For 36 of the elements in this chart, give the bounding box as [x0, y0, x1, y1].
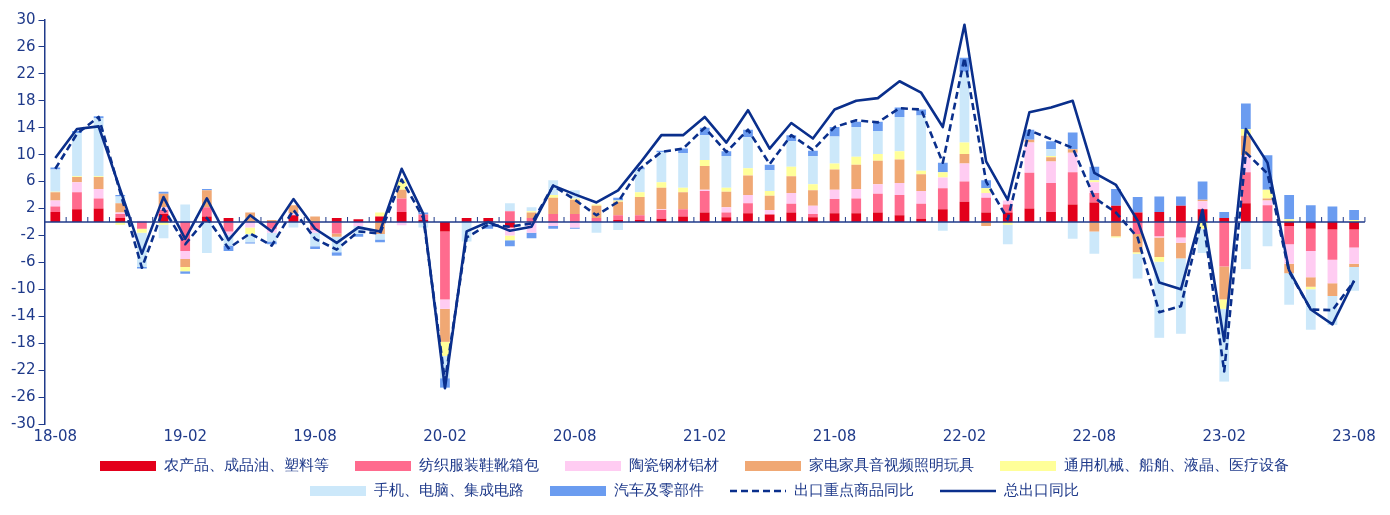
legend-label: 陶瓷钢材铝材 — [628, 456, 719, 475]
y-tick-label: -26 — [11, 386, 36, 405]
y-tick-label: -18 — [11, 333, 36, 352]
legend-label: 农产品、成品油、塑料等 — [163, 456, 329, 475]
y-tick-label: -22 — [11, 360, 36, 379]
x-tick-label: 19-02 — [163, 426, 207, 445]
legend-label: 家电家具音视频照明玩具 — [808, 456, 974, 475]
y-tick-label: -6 — [20, 252, 36, 271]
legend-label: 汽车及零部件 — [613, 481, 704, 500]
y-tick-label: 22 — [16, 63, 36, 82]
legend-label: 手机、电脑、集成电路 — [373, 481, 524, 500]
x-tick-label: 23-08 — [1332, 426, 1376, 445]
legend-label: 纺织服装鞋靴箱包 — [418, 456, 539, 475]
y-tick-label: 30 — [16, 9, 36, 28]
x-tick-label: 23-02 — [1202, 426, 1247, 445]
x-tick-label: 18-08 — [33, 426, 78, 445]
x-tick-label: 22-08 — [1072, 426, 1117, 445]
x-tick-label: 21-02 — [682, 426, 727, 445]
x-tick-label: 20-02 — [423, 426, 467, 445]
legend-label: 出口重点商品同比 — [793, 481, 914, 500]
legend-label: 通用机械、船舶、液晶、医疗设备 — [1063, 456, 1289, 475]
y-tick-label: 6 — [25, 171, 36, 190]
x-tick-label: 22-02 — [942, 426, 987, 445]
y-tick-label: -10 — [11, 279, 36, 298]
y-tick-label: 14 — [16, 117, 36, 136]
x-tick-label: 21-08 — [812, 426, 857, 445]
y-tick-label: 18 — [16, 90, 36, 109]
y-tick-label: 26 — [16, 36, 36, 55]
y-tick-label: 2 — [25, 198, 36, 217]
x-tick-label: 20-08 — [553, 426, 597, 445]
legend-label: 总出口同比 — [1003, 481, 1079, 500]
y-tick-label: -14 — [11, 306, 36, 325]
y-tick-label: -2 — [20, 225, 36, 244]
y-tick-label: 10 — [16, 144, 36, 163]
x-tick-label: 19-08 — [293, 426, 337, 445]
y-tick-label: -30 — [11, 413, 36, 432]
